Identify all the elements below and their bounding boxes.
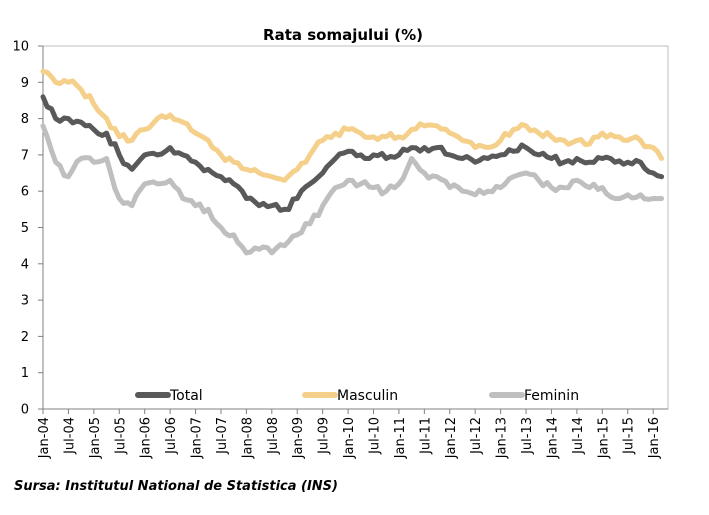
x-tick-label: Jul-06	[164, 417, 179, 455]
chart-title: Rata somajului (%)	[263, 26, 423, 44]
x-tick-label: Jan-05	[88, 417, 103, 459]
series-line-feminin	[40, 123, 665, 256]
x-tick-label: Jan-10	[342, 417, 357, 459]
x-tick-label: Jul-15	[622, 417, 637, 455]
x-tick-label: Jan-13	[495, 417, 510, 459]
x-tick-label: Jan-16	[647, 417, 662, 459]
y-tick-label: 0	[21, 403, 29, 418]
y-tick-label: 5	[21, 221, 29, 236]
x-tick-label: Jul-10	[368, 417, 383, 455]
series-line-total	[40, 94, 665, 213]
x-tick-label: Jul-05	[113, 417, 128, 455]
y-tick-label: 7	[21, 148, 29, 163]
y-tick-label: 2	[21, 330, 29, 345]
legend-label-masculin: Masculin	[337, 388, 398, 404]
x-tick-label: Jan-07	[190, 417, 205, 459]
x-tick-label: Jan-14	[545, 417, 560, 459]
x-tick-label: Jan-15	[596, 417, 611, 459]
x-tick-label: Jul-12	[469, 417, 484, 455]
y-tick-label: 4	[21, 257, 29, 272]
y-tick-label: 3	[21, 294, 29, 309]
x-tick-label: Jul-04	[62, 417, 77, 455]
y-tick-label: 10	[12, 40, 29, 55]
x-tick-label: Jul-07	[215, 417, 230, 455]
x-tick-label: Jan-12	[444, 417, 459, 459]
y-tick-label: 6	[21, 185, 29, 200]
plot-area-border	[42, 45, 669, 410]
x-tick-label: Jul-08	[266, 417, 281, 455]
x-tick-label: Jan-11	[393, 417, 408, 459]
y-tick-label: 1	[21, 366, 29, 381]
x-tick-label: Jan-06	[139, 417, 154, 459]
x-tick-label: Jul-09	[317, 417, 332, 455]
source-note: Sursa: Institutul National de Statistica…	[14, 479, 338, 494]
x-tick-label: Jan-09	[291, 417, 306, 459]
legend-label-feminin: Feminin	[524, 388, 579, 404]
x-tick-label: Jan-08	[240, 417, 255, 459]
x-tick-label: Jul-11	[418, 417, 433, 455]
x-tick-label: Jul-13	[520, 417, 535, 455]
y-tick-label: 9	[21, 76, 29, 91]
legend-label-total: Total	[169, 388, 203, 404]
x-tick-label: Jan-04	[37, 417, 52, 459]
x-tick-label: Jul-14	[571, 417, 586, 455]
y-tick-label: 8	[21, 112, 29, 127]
series-line-masculin	[40, 68, 665, 183]
